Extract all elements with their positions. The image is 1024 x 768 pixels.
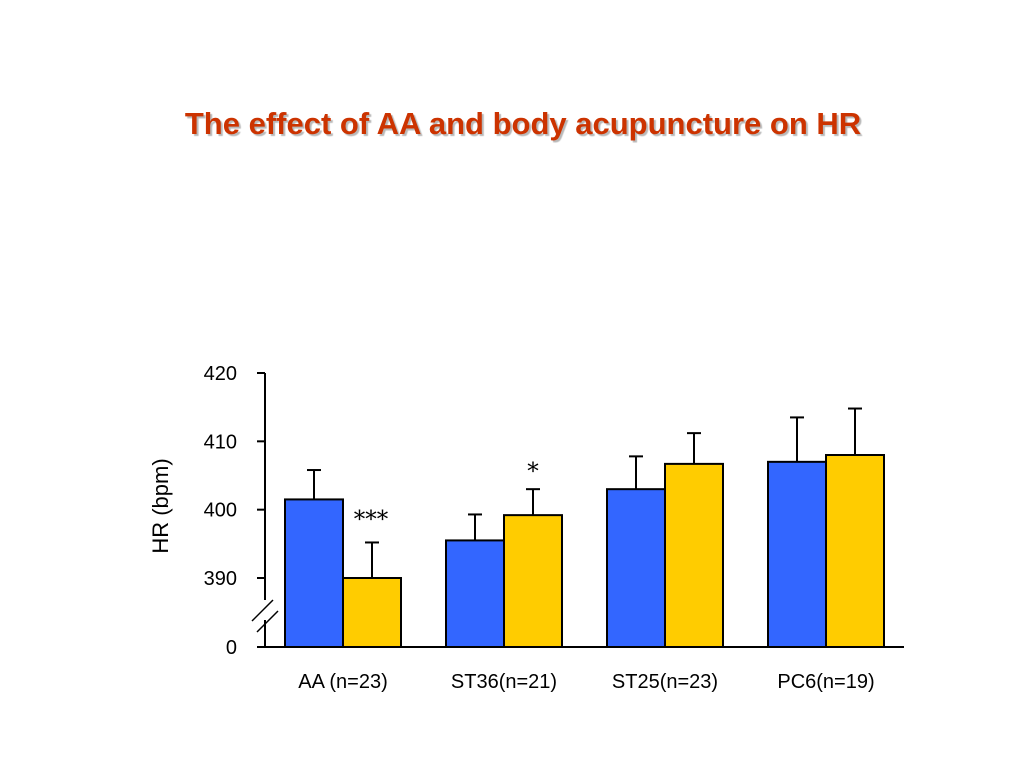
labels-layer: AA (n=23) ST36(n=21) ST25(n=23) PC6(n=19) 42…	[204, 363, 875, 693]
y-tick-label: 410	[204, 431, 237, 453]
axis-break-mark	[251, 599, 274, 622]
significance-label: *	[527, 459, 539, 485]
category-label: PC6(n=19)	[777, 671, 874, 693]
y-axis-title: HR (bpm)	[148, 458, 173, 553]
y-tick-label: 420	[204, 363, 237, 385]
bar	[445, 539, 505, 649]
bar	[825, 454, 885, 648]
bar	[503, 514, 563, 649]
y-tick-label: 390	[204, 568, 237, 590]
axes-layer	[251, 372, 904, 648]
y-tick-label: 0	[226, 637, 237, 659]
bar	[767, 460, 827, 649]
axis-break-gap	[262, 600, 268, 620]
significance-label: ***	[354, 507, 389, 533]
axis-break-mark	[256, 610, 279, 633]
bar	[342, 577, 402, 648]
bar	[284, 498, 344, 648]
category-label: AA (n=23)	[298, 671, 388, 693]
y-tick-label: 400	[204, 500, 237, 522]
category-label: ST25(n=23)	[612, 671, 718, 693]
slide-title: The effect of AA and body acupuncture on…	[184, 106, 862, 141]
category-label: ST36(n=21)	[451, 671, 557, 693]
bars-layer	[284, 407, 885, 649]
bar	[606, 488, 666, 648]
bar	[664, 462, 724, 648]
